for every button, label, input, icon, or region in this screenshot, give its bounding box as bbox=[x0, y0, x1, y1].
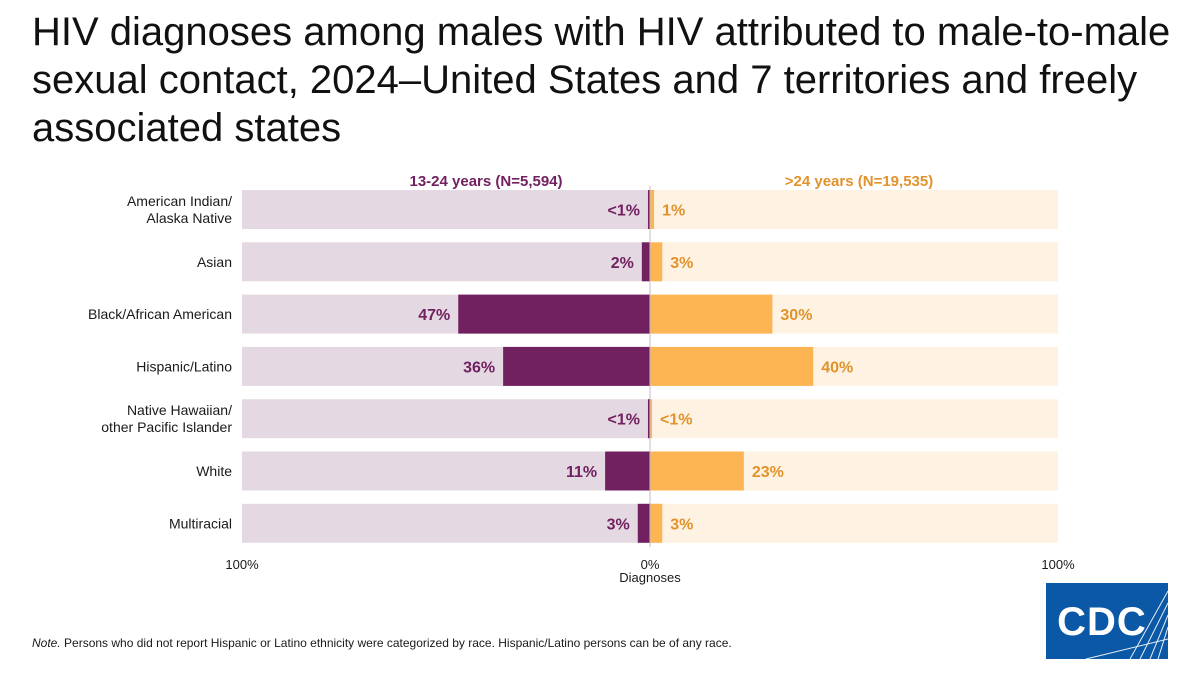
bar-track-right bbox=[650, 503, 1058, 543]
data-label-right: 30% bbox=[780, 307, 812, 324]
data-label-left: 2% bbox=[611, 255, 634, 272]
data-label-right: 1% bbox=[662, 203, 685, 220]
bar-track-right bbox=[650, 399, 1058, 439]
bar-track-right bbox=[650, 242, 1058, 282]
category-label: Multiracial bbox=[169, 515, 232, 531]
bar-right bbox=[650, 451, 744, 491]
data-label-right: 40% bbox=[821, 359, 853, 376]
bar-track-left bbox=[242, 451, 650, 491]
legend-right-series: >24 years (N=19,535) bbox=[785, 173, 933, 190]
bar-right bbox=[650, 242, 663, 282]
bar-right bbox=[650, 503, 663, 543]
bar-right bbox=[650, 399, 653, 439]
category-label: White bbox=[196, 463, 232, 479]
footnote-label: Note. bbox=[32, 636, 61, 650]
data-label-left: 36% bbox=[463, 359, 495, 376]
category-label: Native Hawaiian/ bbox=[127, 402, 232, 418]
bar-left bbox=[647, 399, 650, 439]
x-tick-label: 0% bbox=[641, 557, 660, 572]
x-tick-label: 100% bbox=[225, 557, 259, 572]
bar-right bbox=[650, 294, 773, 334]
cdc-logo-rays bbox=[1085, 590, 1168, 659]
category-label: Black/African American bbox=[88, 306, 232, 322]
x-tick-label: 100% bbox=[1041, 557, 1075, 572]
data-label-right: 3% bbox=[670, 255, 693, 272]
data-label-left: <1% bbox=[607, 412, 639, 429]
legend-left-series: 13-24 years (N=5,594) bbox=[409, 173, 562, 190]
bar-left bbox=[503, 346, 650, 386]
data-label-right: 3% bbox=[670, 516, 693, 533]
bar-track-left bbox=[242, 190, 650, 229]
footnote-text: Persons who did not report Hispanic or L… bbox=[60, 636, 732, 650]
bar-left bbox=[605, 451, 650, 491]
chart-title: HIV diagnoses among males with HIV attri… bbox=[32, 10, 1171, 150]
bar-left bbox=[458, 294, 650, 334]
data-label-left: 47% bbox=[418, 307, 450, 324]
bar-track-right bbox=[650, 190, 1058, 229]
bar-track-left bbox=[242, 503, 650, 543]
data-label-left: 3% bbox=[607, 516, 630, 533]
category-label: Asian bbox=[197, 254, 232, 270]
data-label-right: <1% bbox=[660, 412, 692, 429]
bar-left bbox=[637, 503, 650, 543]
cdc-logo: CDC bbox=[1046, 583, 1168, 659]
footnote: Note. Persons who did not report Hispani… bbox=[32, 636, 732, 650]
category-label: Hispanic/Latino bbox=[136, 358, 232, 374]
category-label: other Pacific Islander bbox=[101, 419, 232, 435]
bar-right bbox=[650, 190, 655, 229]
bar-left bbox=[641, 242, 650, 282]
diverging-bar-chart: 13-24 years (N=5,594) >24 years (N=19,535… bbox=[88, 173, 1075, 585]
bar-track-left bbox=[242, 399, 650, 439]
bar-track-left bbox=[242, 242, 650, 282]
bar-left bbox=[647, 190, 650, 229]
cdc-logo-text: CDC bbox=[1057, 600, 1147, 644]
x-axis-title: Diagnoses bbox=[619, 570, 681, 585]
category-label: American Indian/ bbox=[127, 193, 232, 209]
bar-right bbox=[650, 346, 814, 386]
data-label-left: 11% bbox=[566, 464, 597, 481]
cdc-logo-background bbox=[1046, 583, 1168, 659]
data-label-right: 23% bbox=[752, 464, 784, 481]
category-label: Alaska Native bbox=[146, 210, 232, 226]
data-label-left: <1% bbox=[607, 203, 639, 220]
